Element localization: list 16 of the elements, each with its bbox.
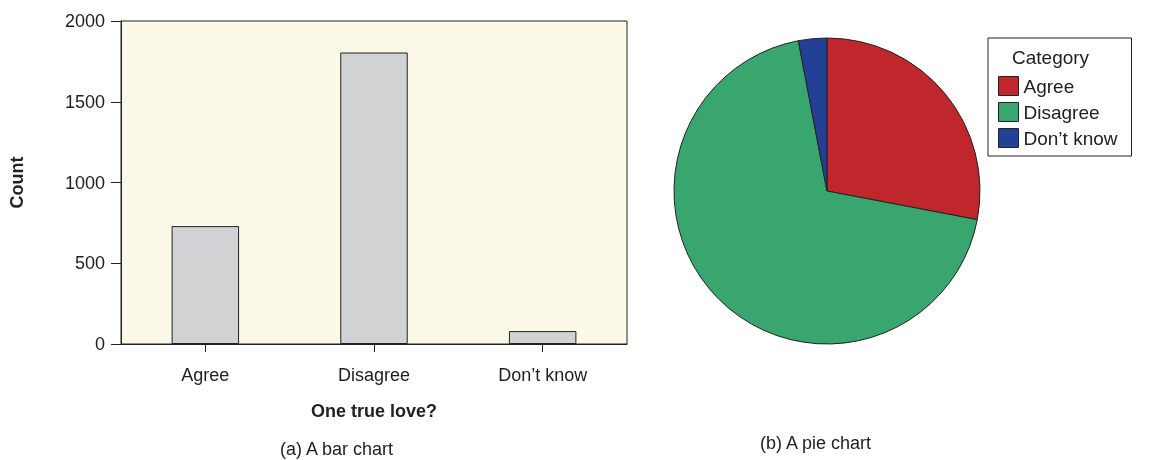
x-tick-label: Don’t know [498, 365, 589, 385]
x-tick-label: Disagree [337, 365, 411, 385]
x-tick-label: Agree [181, 365, 230, 385]
y-axis-title: Count [7, 156, 27, 209]
text: (b) A pie chart [760, 433, 872, 453]
y-tick-label: 500 [74, 253, 105, 274]
y-tick-label: 2000 [64, 11, 105, 31]
y-tick-label: 1500 [64, 91, 105, 112]
text: (a) A bar chart [280, 439, 394, 459]
y-tick-label: 0 [94, 334, 105, 354]
y-tick-label: 1000 [64, 172, 105, 193]
legend-title: Category [1012, 47, 1090, 68]
legend-label: Don’t know [1023, 127, 1118, 149]
x-axis-title: One true love? [310, 401, 438, 421]
legend-label: Disagree [1023, 101, 1100, 123]
legend-label: Agree [1023, 75, 1075, 97]
